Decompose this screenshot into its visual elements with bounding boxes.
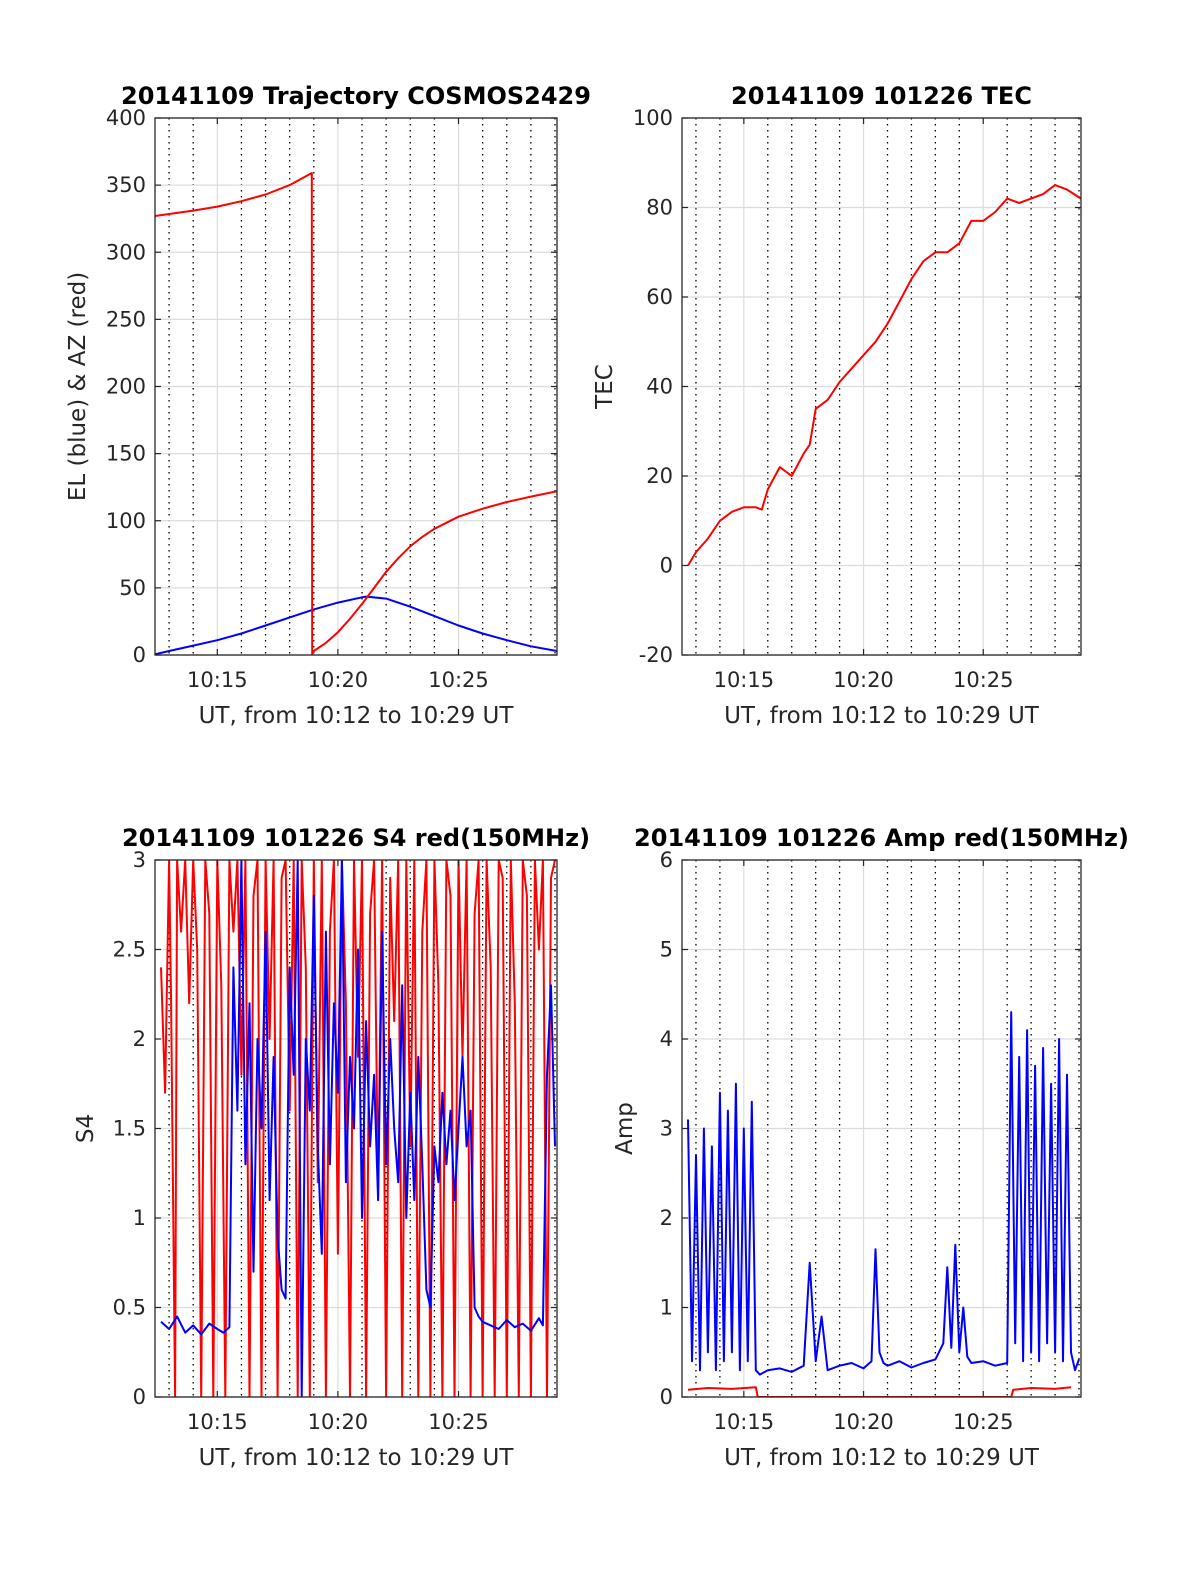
series-line-1 (687, 184, 1081, 567)
y-tick-label: 1 (660, 1296, 673, 1320)
y-tick-label: -20 (639, 643, 673, 667)
y-tick-label: 0 (133, 1385, 146, 1409)
y-tick-label: 100 (106, 509, 146, 533)
chart-title: 20141109 101226 S4 red(150MHz) (122, 824, 590, 852)
y-tick-label: 250 (106, 307, 146, 331)
chart-title: 20141109 101226 TEC (731, 82, 1032, 110)
y-tick-label: 0 (660, 1385, 673, 1409)
y-tick-label: 300 (106, 240, 146, 264)
y-tick-label: 2 (660, 1206, 673, 1230)
series-group (160, 860, 556, 1397)
y-tick-label: 1 (133, 1206, 146, 1230)
y-tick-label: 3 (660, 1117, 673, 1141)
x-tick-label: 10:15 (714, 1410, 775, 1434)
x-axis-label: UT, from 10:12 to 10:29 UT (724, 703, 1040, 729)
y-tick-label: 0 (660, 554, 673, 578)
chart-title: 20141109 101226 Amp red(150MHz) (634, 824, 1129, 852)
y-tick-label: 20 (646, 464, 673, 488)
y-axis-label: Amp (612, 1102, 638, 1155)
x-tick-label: 10:20 (308, 668, 369, 692)
series-line-1 (160, 860, 556, 1397)
x-axis-label: UT, from 10:12 to 10:29 UT (199, 1445, 515, 1471)
chart-tec: -20 0 20 40 60 80 100 10:15 10:20 10:25 20141109 1… (592, 82, 1082, 729)
x-tick-label: 10:20 (833, 668, 894, 692)
y-tick-label: 1.5 (113, 1117, 146, 1141)
y-axis-label: S4 (73, 1114, 99, 1143)
y-tick-label: 60 (646, 285, 673, 309)
y-tick-label: 3 (133, 848, 146, 872)
y-tick-label: 0.5 (113, 1296, 146, 1320)
y-tick-label: 4 (660, 1027, 673, 1051)
x-tick-label: 10:25 (428, 668, 489, 692)
y-axis-label: EL (blue) & AZ (red) (65, 272, 91, 501)
y-tick-label: 400 (106, 106, 146, 130)
series-group (687, 1011, 1080, 1397)
series-line-2 (155, 172, 557, 655)
x-tick-label: 10:15 (187, 1410, 248, 1434)
series-line-2 (160, 860, 556, 1397)
y-tick-label: 150 (106, 442, 146, 466)
y-tick-label: 80 (646, 196, 673, 220)
y-tick-label: 100 (633, 106, 673, 130)
y-tick-label: 0 (133, 643, 146, 667)
y-axis-label: TEC (592, 364, 618, 410)
series-line-1 (687, 1386, 1072, 1397)
y-tick-label: 50 (119, 576, 146, 600)
x-tick-label: 10:20 (308, 1410, 369, 1434)
x-tick-label: 10:15 (714, 668, 775, 692)
x-tick-label: 10:25 (953, 668, 1014, 692)
x-axis-label: UT, from 10:12 to 10:29 UT (199, 703, 515, 729)
series-group (155, 172, 557, 655)
x-tick-label: 10:25 (953, 1410, 1014, 1434)
x-tick-label: 10:25 (428, 1410, 489, 1434)
x-tick-label: 10:15 (187, 668, 248, 692)
y-tick-label: 350 (106, 173, 146, 197)
chart-amp: 0 1 2 3 4 5 6 10:15 10:20 10:25 20141109 101226 Am… (612, 824, 1129, 1471)
x-axis-label: UT, from 10:12 to 10:29 UT (724, 1445, 1040, 1471)
y-tick-label: 200 (106, 375, 146, 399)
y-tick-label: 40 (646, 375, 673, 399)
y-tick-label: 2.5 (113, 938, 146, 962)
y-tick-label: 5 (660, 938, 673, 962)
series-line-1 (155, 595, 557, 655)
series-group (687, 184, 1081, 567)
chart-trajectory: 0 50 100 150 200 250 300 350 400 10:15 10:20 10:25 2… (65, 82, 591, 729)
x-tick-label: 10:20 (833, 1410, 894, 1434)
chart-s4: 0 0.5 1 1.5 2 2.5 3 10:15 10:20 10:25 20141109 101… (73, 824, 590, 1471)
y-tick-label: 2 (133, 1027, 146, 1051)
series-line-2 (687, 1011, 1080, 1376)
major-grid (682, 117, 1081, 656)
y-tick-label: 6 (660, 848, 673, 872)
chart-title: 20141109 Trajectory COSMOS2429 (121, 82, 591, 110)
